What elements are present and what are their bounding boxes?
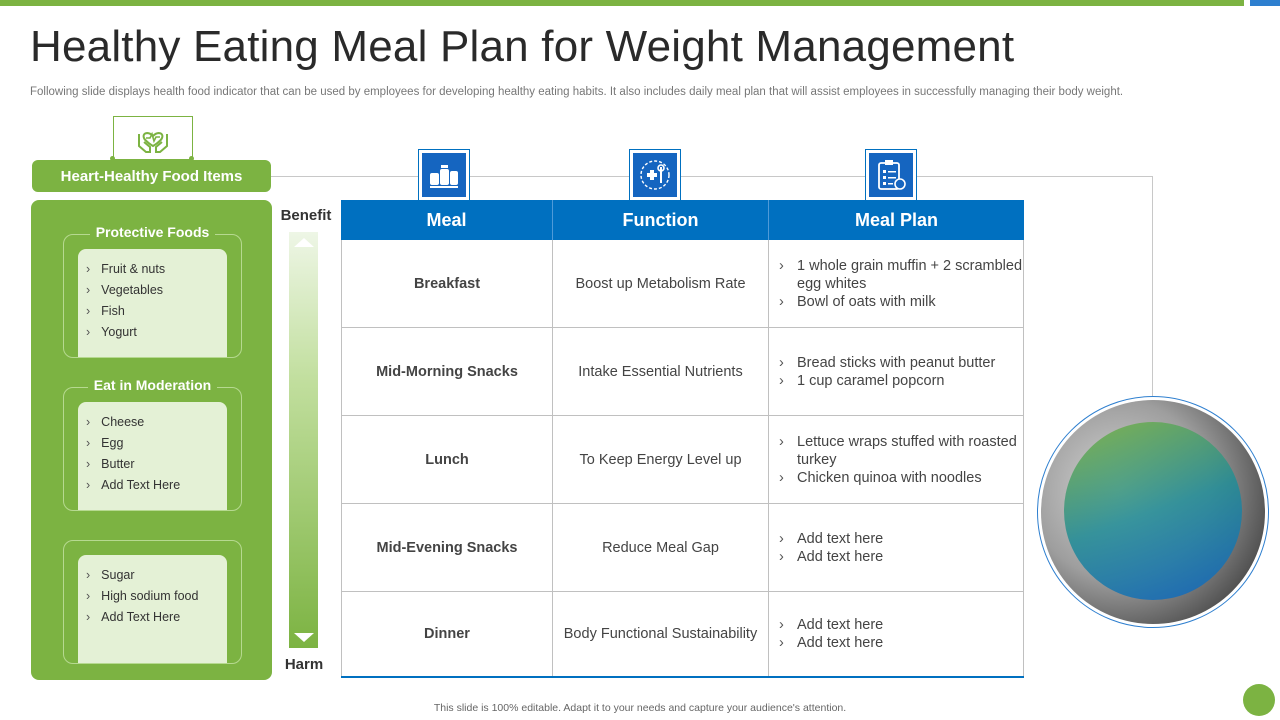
scale-harm-label: Harm (284, 656, 324, 673)
food-group-list: Fruit & nuts Vegetables Fish Yogurt (78, 249, 227, 357)
meal-cell: Lunch (341, 416, 553, 503)
meal-cell: Mid-Evening Snacks (341, 504, 553, 591)
table-row: Breakfast Boost up Metabolism Rate 1 who… (341, 240, 1024, 328)
column-header-meal-plan: Meal Plan (854, 209, 939, 230)
connector-dot (189, 156, 194, 161)
plan-item: Add text here (779, 530, 883, 548)
plan-item: Add text here (779, 548, 883, 566)
plan-cell: Bread sticks with peanut butter 1 cup ca… (769, 328, 1024, 415)
meal-cell: Dinner (341, 592, 553, 676)
page-subtitle: Following slide displays health food ind… (30, 86, 1124, 98)
food-group-protective: Protective Foods Fruit & nuts Vegetables… (63, 224, 242, 358)
list-item: Add Text Here (86, 607, 227, 628)
meal-plan-icon-box (865, 149, 917, 201)
scale-benefit-label: Benefit (280, 207, 332, 224)
food-group-title: Eat in Moderation (87, 377, 218, 393)
clipboard-plan-icon (878, 160, 906, 190)
plan-item: Add text here (779, 634, 883, 652)
list-item: Sugar (86, 565, 227, 586)
corner-decoration (1243, 684, 1275, 716)
function-cell: Intake Essential Nutrients (553, 328, 769, 415)
table-bottom-border (341, 676, 1024, 678)
arrow-up-icon (294, 238, 314, 247)
list-item: Vegetables (86, 280, 227, 301)
page-title: Healthy Eating Meal Plan for Weight Mana… (30, 22, 1015, 71)
connector-line-right (1152, 176, 1153, 396)
plan-item: 1 cup caramel popcorn (779, 372, 995, 390)
table-row: Mid-Morning Snacks Intake Essential Nutr… (341, 328, 1024, 416)
function-icon-box (629, 149, 681, 201)
plan-item: Bowl of oats with milk (779, 293, 1023, 311)
list-item: Fish (86, 301, 227, 322)
meal-cell: Mid-Morning Snacks (341, 328, 553, 415)
plan-cell: Add text here Add text here (769, 504, 1024, 591)
list-item: Yogurt (86, 322, 227, 343)
plan-item: Chicken quinoa with noodles (779, 469, 1023, 487)
meal-cell: Breakfast (341, 240, 553, 327)
food-items-header: Heart-Healthy Food Items (32, 160, 271, 192)
heart-hands-icon (138, 131, 168, 153)
list-item: High sodium food (86, 586, 227, 607)
list-item: Fruit & nuts (86, 259, 227, 280)
arrow-down-icon (294, 633, 314, 642)
list-item: Add Text Here (86, 475, 227, 496)
top-accent-bar-blue (1250, 0, 1280, 6)
plan-cell: Add text here Add text here (769, 592, 1024, 676)
footer-note: This slide is 100% editable. Adapt it to… (433, 702, 847, 714)
food-group-title: Protective Foods (89, 224, 216, 240)
plan-item: Lettuce wraps stuffed with roasted turke… (779, 433, 1023, 469)
list-item: Cheese (86, 412, 227, 433)
list-item: Butter (86, 454, 227, 475)
meal-icon-box (418, 149, 470, 201)
plan-cell: Lettuce wraps stuffed with roasted turke… (769, 416, 1024, 503)
meal-plan-table: Meal Function Meal Plan Breakfast Boost … (341, 200, 1024, 678)
connector-dot (110, 156, 115, 161)
plan-item: 1 whole grain muffin + 2 scrambled egg w… (779, 257, 1023, 293)
column-header-function: Function (553, 200, 769, 240)
table-row: Mid-Evening Snacks Reduce Meal Gap Add t… (341, 504, 1024, 592)
function-cell: Boost up Metabolism Rate (553, 240, 769, 327)
list-item: Egg (86, 433, 227, 454)
photo-color-overlay (1064, 422, 1242, 600)
food-group-list: Cheese Egg Butter Add Text Here (78, 402, 227, 510)
top-accent-bar (0, 0, 1244, 6)
food-items-panel: Protective Foods Fruit & nuts Vegetables… (31, 200, 272, 680)
food-group-moderation: Eat in Moderation Cheese Egg Butter Add … (63, 377, 242, 511)
plan-item: Add text here (779, 616, 883, 634)
function-cell: To Keep Energy Level up (553, 416, 769, 503)
function-cell: Reduce Meal Gap (553, 504, 769, 591)
benefit-harm-gradient-bar (289, 232, 318, 648)
function-cell: Body Functional Sustainability (553, 592, 769, 676)
food-group-list: Sugar High sodium food Add Text Here (78, 555, 227, 663)
plan-cell: 1 whole grain muffin + 2 scrambled egg w… (769, 240, 1024, 327)
table-row: Dinner Body Functional Sustainability Ad… (341, 592, 1024, 676)
food-group-avoid: Sugar High sodium food Add Text Here (63, 540, 242, 664)
plan-item: Bread sticks with peanut butter (779, 354, 995, 372)
table-header: Meal Function Meal Plan (341, 200, 1024, 240)
table-row: Lunch To Keep Energy Level up Lettuce wr… (341, 416, 1024, 504)
health-tools-icon (640, 160, 670, 190)
food-jars-icon (430, 165, 458, 188)
heart-hands-icon-box (113, 116, 193, 160)
photo-frame-ring (1037, 396, 1269, 628)
column-header-meal: Meal (341, 200, 553, 240)
